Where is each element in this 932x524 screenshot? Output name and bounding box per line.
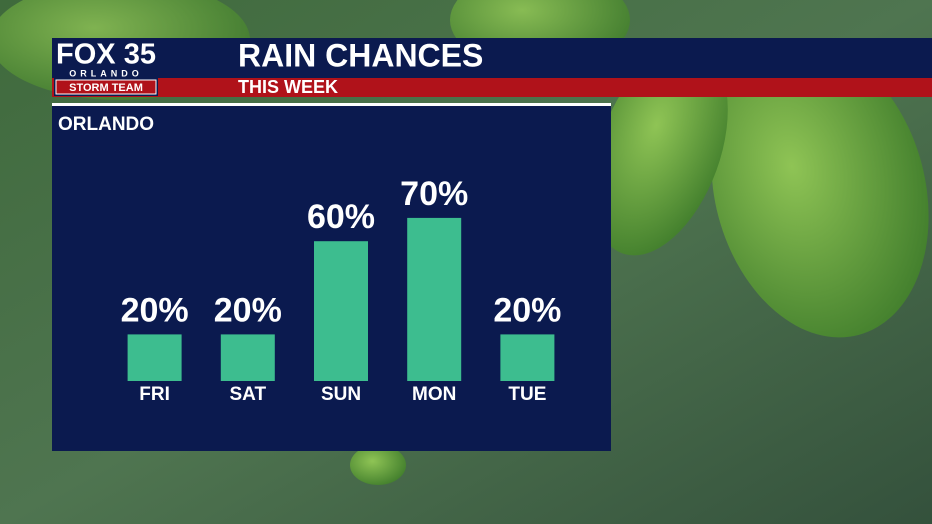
- value-label: 60%: [307, 198, 375, 236]
- logo-city: ORLANDO: [69, 68, 143, 78]
- leaf: [711, 42, 929, 338]
- logo-team: STORM TEAM: [69, 82, 143, 94]
- x-tick-label: SUN: [321, 384, 361, 405]
- bar: [500, 334, 555, 381]
- x-tick-label: SAT: [230, 384, 267, 405]
- subtitle-bar: [52, 78, 932, 97]
- value-label: 20%: [214, 291, 282, 329]
- bar: [127, 334, 182, 381]
- title-bar: [52, 38, 932, 78]
- leaf: [592, 44, 728, 256]
- bar: [407, 217, 462, 381]
- logo-name: FOX 35: [56, 39, 156, 71]
- leaf: [350, 445, 406, 485]
- value-label: 20%: [121, 291, 189, 329]
- value-label: 70%: [400, 175, 468, 213]
- x-tick-label: MON: [412, 384, 456, 405]
- bar: [220, 334, 275, 381]
- panel-rule: [52, 103, 611, 106]
- bar: [314, 241, 368, 381]
- value-label: 20%: [493, 291, 561, 329]
- location-label: ORLANDO: [58, 114, 154, 135]
- x-tick-label: FRI: [139, 384, 170, 405]
- x-tick-label: TUE: [508, 384, 546, 405]
- logo-team-box: [55, 79, 157, 95]
- chart-subtitle: THIS WEEK: [238, 77, 338, 97]
- chart-title: RAIN CHANCES: [238, 37, 483, 73]
